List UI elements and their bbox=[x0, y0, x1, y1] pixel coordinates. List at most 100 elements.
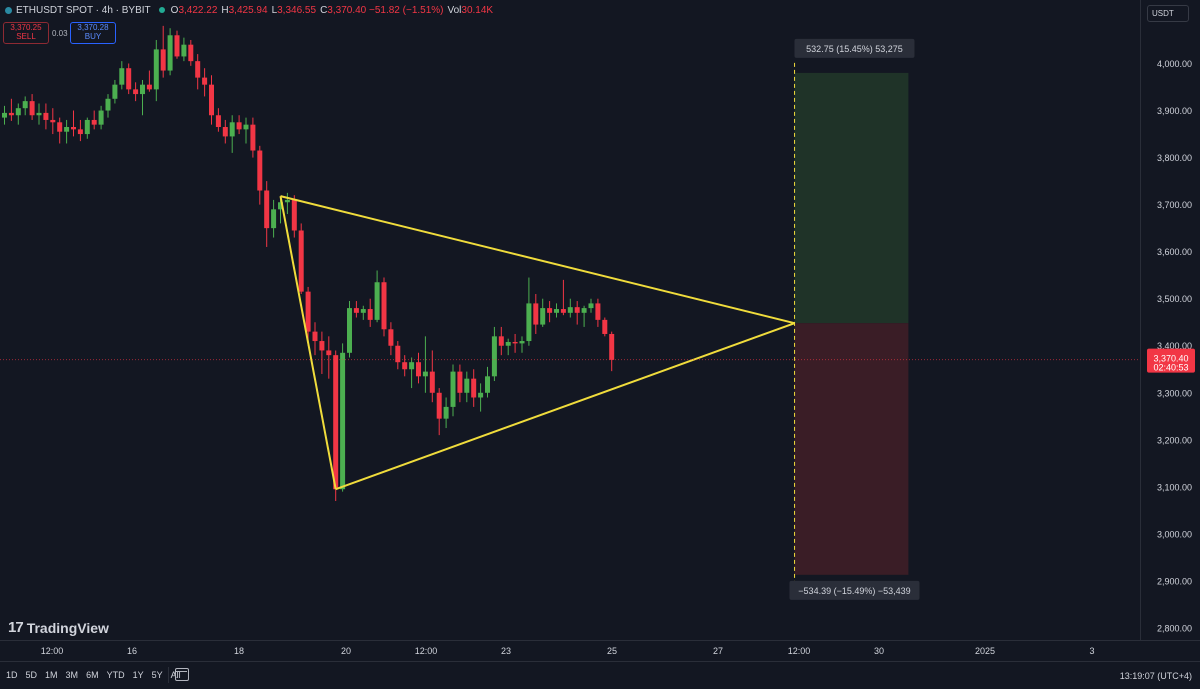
symbol-title[interactable]: ETHUSDT SPOT · 4h · BYBIT bbox=[16, 4, 151, 16]
candle bbox=[347, 301, 352, 358]
close-key: C bbox=[320, 4, 328, 16]
candle-body bbox=[340, 352, 346, 490]
candle bbox=[257, 145, 263, 205]
candle bbox=[57, 117, 63, 144]
candle-body bbox=[491, 336, 497, 377]
candle-body bbox=[43, 112, 49, 120]
range-1y-button[interactable]: 1Y bbox=[132, 670, 144, 680]
candle-body bbox=[305, 291, 311, 332]
candle bbox=[22, 96, 28, 116]
candle bbox=[271, 199, 277, 238]
candle bbox=[567, 298, 573, 318]
candle-body bbox=[519, 341, 525, 344]
candle bbox=[119, 61, 125, 90]
candle-body bbox=[84, 119, 90, 135]
candle-body bbox=[298, 230, 304, 292]
candle bbox=[112, 79, 118, 104]
buy-button[interactable]: 3,370.28 BUY bbox=[70, 22, 116, 44]
y-tick-label: 3,400.00 bbox=[1157, 341, 1192, 351]
candle bbox=[160, 25, 166, 78]
candle bbox=[215, 108, 221, 132]
price-chart[interactable]: 532.75 (15.45%) 53,275 −534.39 (−15.49%) … bbox=[0, 0, 1200, 661]
last-price-badge bbox=[1147, 348, 1195, 373]
candle-body bbox=[257, 150, 263, 191]
candle bbox=[15, 103, 21, 125]
candle bbox=[181, 37, 187, 62]
candle bbox=[236, 115, 242, 135]
calendar-icon[interactable] bbox=[175, 668, 189, 681]
candle bbox=[174, 30, 180, 59]
candle-body bbox=[498, 336, 504, 346]
tradingview-logo[interactable]: 17 TradingView bbox=[8, 619, 109, 636]
candle bbox=[91, 110, 97, 130]
last-price-countdown: 02:40:53 bbox=[1153, 363, 1188, 373]
candle bbox=[202, 68, 208, 97]
range-3m-button[interactable]: 3M bbox=[65, 670, 79, 680]
candle bbox=[388, 322, 394, 356]
range-6m-button[interactable]: 6M bbox=[86, 670, 99, 680]
candle bbox=[436, 388, 442, 436]
candle-body bbox=[215, 115, 221, 128]
bottom-toolbar: 1D 5D 1M 3M 6M YTD 1Y 5Y All 13:19:07 (U… bbox=[0, 661, 1200, 689]
candle bbox=[422, 336, 428, 393]
candle-body bbox=[464, 378, 470, 393]
candle bbox=[222, 119, 228, 144]
candle-body bbox=[119, 68, 125, 85]
candle bbox=[105, 94, 111, 118]
candle-body bbox=[105, 98, 111, 111]
candle-body bbox=[181, 44, 187, 57]
x-tick-label: 2025 bbox=[975, 646, 995, 656]
candle bbox=[312, 322, 318, 356]
range-5d-button[interactable]: 5D bbox=[25, 670, 38, 680]
x-tick-label: 23 bbox=[501, 646, 511, 656]
candle bbox=[360, 305, 366, 320]
range-1m-button[interactable]: 1M bbox=[45, 670, 58, 680]
y-tick-label: 3,300.00 bbox=[1157, 388, 1192, 398]
candle-body bbox=[402, 362, 408, 370]
candle bbox=[395, 341, 401, 370]
range-ytd-button[interactable]: YTD bbox=[106, 670, 125, 680]
candle-body bbox=[588, 303, 594, 309]
candle bbox=[84, 117, 90, 139]
candle-body bbox=[312, 331, 318, 342]
toolbar-divider bbox=[168, 667, 169, 683]
candle-body bbox=[540, 308, 546, 325]
candle-body bbox=[574, 307, 580, 313]
candle bbox=[409, 357, 415, 389]
clock-readout[interactable]: 13:19:07 (UTC+4) bbox=[1119, 671, 1192, 681]
candle bbox=[195, 54, 201, 90]
candle bbox=[519, 336, 525, 353]
candle bbox=[319, 331, 325, 374]
candle bbox=[326, 336, 332, 379]
last-price-label: 3,370.40 bbox=[1153, 354, 1188, 364]
candle bbox=[402, 355, 408, 377]
x-tick-label: 3 bbox=[1089, 646, 1094, 656]
candle-body bbox=[533, 303, 539, 325]
candle-body bbox=[326, 350, 332, 356]
candle bbox=[278, 197, 283, 224]
currency-selector[interactable]: USDT bbox=[1147, 5, 1189, 22]
candle-body bbox=[374, 282, 380, 320]
candle-body bbox=[526, 303, 532, 342]
buy-price: 3,370.28 bbox=[77, 23, 109, 32]
candle bbox=[8, 98, 14, 121]
candle-body bbox=[291, 199, 297, 231]
candle-body bbox=[229, 122, 235, 137]
candle-body bbox=[57, 122, 63, 132]
candle bbox=[374, 270, 380, 323]
candle-body bbox=[471, 378, 477, 398]
candle-body bbox=[360, 309, 366, 313]
candle bbox=[298, 223, 304, 294]
sell-button[interactable]: 3,370.25 SELL bbox=[3, 22, 49, 44]
candle-body bbox=[319, 341, 325, 351]
candle bbox=[581, 305, 587, 327]
candle-body bbox=[8, 112, 14, 116]
x-tick-label: 18 bbox=[234, 646, 244, 656]
range-1d-button[interactable]: 1D bbox=[6, 670, 18, 680]
range-5y-button[interactable]: 5Y bbox=[151, 670, 163, 680]
candle bbox=[602, 317, 608, 337]
candle bbox=[98, 105, 104, 130]
candle-body bbox=[422, 371, 428, 377]
candle bbox=[36, 103, 42, 125]
y-tick-label: 3,500.00 bbox=[1157, 294, 1192, 304]
